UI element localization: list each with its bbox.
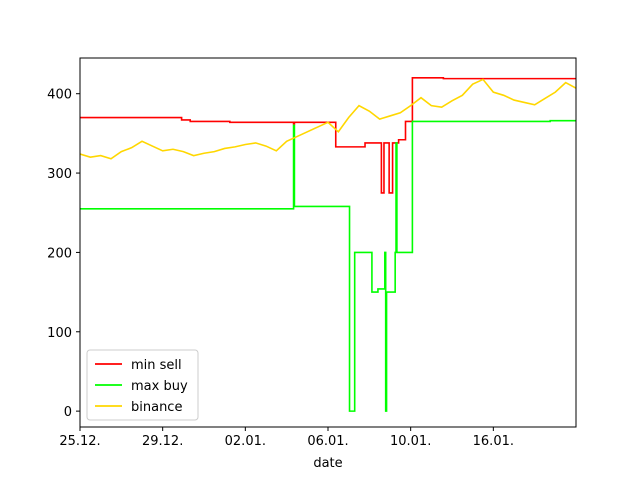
y-tick-label: 200 — [47, 246, 72, 261]
x-tick-label: 25.12. — [59, 434, 100, 449]
plot-area — [80, 77, 576, 412]
y-tick-label: 0 — [64, 405, 72, 420]
x-tick-label: 10.01. — [390, 434, 431, 449]
legend-label: max buy — [131, 379, 188, 394]
x-tick-label: 29.12. — [142, 434, 183, 449]
series-group — [80, 77, 576, 412]
x-axis-label: date — [313, 456, 342, 471]
axes: 25.12. 29.12. 02.01. 06.01. 10.01. 16.01. 0 100… — [47, 57, 577, 449]
series-line-max-buy — [80, 119, 576, 412]
y-tick-label: 300 — [47, 167, 72, 182]
legend: min sell max buy binance — [86, 349, 199, 421]
legend-box — [86, 349, 199, 421]
legend-label: binance — [131, 400, 182, 415]
series-line-binance — [80, 78, 576, 160]
x-tick-label: 02.01. — [225, 434, 266, 449]
legend-label: min sell — [131, 358, 182, 373]
series-line-min-sell — [80, 77, 576, 194]
x-tick-label: 06.01. — [307, 434, 348, 449]
y-tick-label: 400 — [47, 88, 72, 103]
x-tick-label: 16.01. — [473, 434, 514, 449]
y-tick-label: 100 — [47, 326, 72, 341]
